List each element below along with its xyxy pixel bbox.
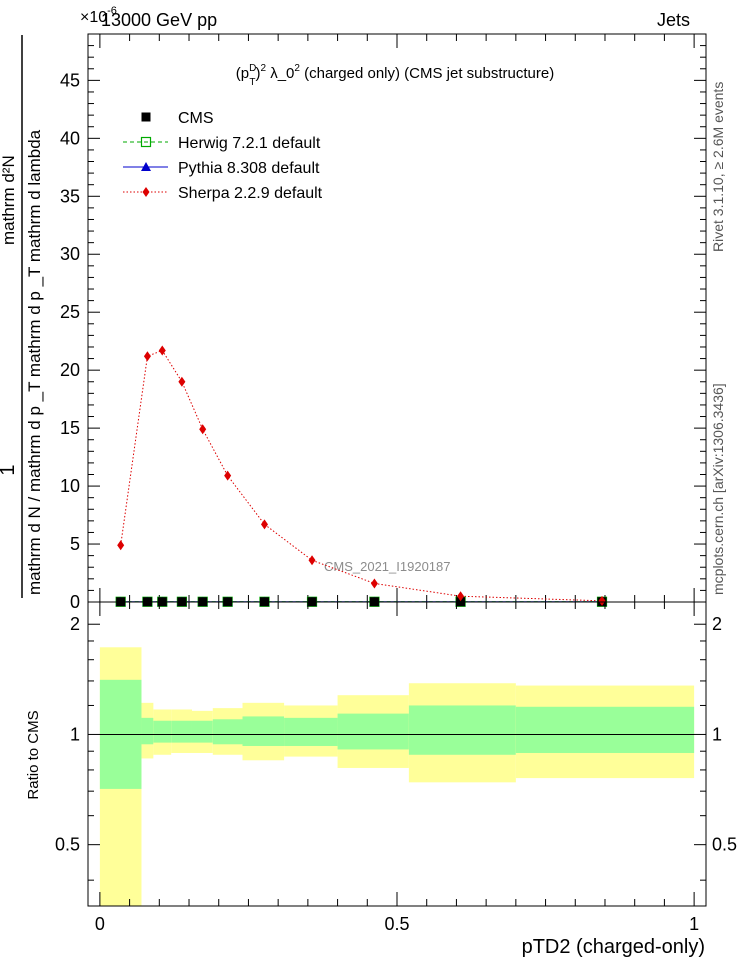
analysis-watermark: CMS_2021_I1920187 [324,559,451,574]
legend: CMS Herwig 7.2.1 default Pythia 8.308 defa… [123,110,323,202]
y-label-numerator: 1 [0,464,19,475]
ratio-band-inner [284,717,338,746]
ratio-band-inner [515,706,695,753]
ratio-y-tick-label-right: 1 [712,724,722,744]
y-label-denominator: mathrm d N / mathrm d p _T mathrm d p _T… [25,129,44,595]
category-label: Jets [657,10,690,30]
ratio-y-tick-label: 1 [70,724,80,744]
y-tick-label: 20 [60,360,80,380]
ratio-y-tick-label: 0.5 [55,835,80,855]
ratio-band-inner [242,716,285,746]
mcplots-label: mcplots.cern.ch [arXiv:1306.3436] [710,383,726,595]
ratio-y-tick-label-right: 0.5 [712,835,737,855]
ratio-band-inner [141,717,154,745]
x-tick-label: 0.5 [384,914,409,934]
x-tick-label: 1 [689,914,699,934]
y-tick-label: 0 [70,592,80,612]
ratio-y-tick-label-right: 2 [712,614,722,634]
y-tick-label: 45 [60,70,80,90]
y-tick-label: 5 [70,534,80,554]
ratio-band-inner [171,720,192,743]
main-panel: 0 5 10 15 20 25 30 35 40 45 (pD T)2 λ_02 (charged … [60,33,707,612]
legend-marker [142,187,150,197]
data-point [457,591,465,602]
ratio-band-inner [191,720,213,743]
data-point [117,540,125,551]
ratio-band-inner [408,705,516,755]
ratio-band-inner [337,713,409,750]
ratio-band-inner [153,720,172,743]
ratio-y-tick-label: 2 [70,614,80,634]
y-tick-label: 10 [60,476,80,496]
x-axis-label: pTD2 (charged-only) [522,936,705,958]
data-point [370,578,378,589]
y-tick-label: 30 [60,244,80,264]
rivet-label: Rivet 3.1.10, ≥ 2.6M events [710,82,726,252]
main-y-axis: 0 5 10 15 20 25 30 35 40 45 [60,45,706,612]
data-point [199,424,207,435]
data-point [224,470,232,481]
data-point [158,345,166,356]
legend-label: Herwig 7.2.1 default [178,135,321,152]
legend-label: CMS [178,110,214,127]
exponent-label: ×10-6 [80,5,117,26]
sherpa-line [120,349,603,602]
ratio-band-inner [212,719,243,745]
ratio-x-axis: 0 0.5 1 [95,602,699,934]
ratio-bands [99,647,695,906]
y-tick-label: 15 [60,418,80,438]
y-tick-label: 35 [60,186,80,206]
energy-label: 13000 GeV pp [101,10,217,30]
main-y-label: 1 mathrm d N / mathrm d p _T mathrm d p … [0,35,44,598]
ratio-y-label: Ratio to CMS [25,710,42,799]
legend-label: Sherpa 2.2.9 default [178,185,323,202]
y-tick-label: 40 [60,128,80,148]
main-x-axis [99,34,695,602]
data-point [308,555,316,566]
data-point [143,351,151,362]
legend-marker [141,162,151,171]
data-point [260,519,268,530]
legend-marker [140,136,152,148]
y-tick-label: 25 [60,302,80,322]
data-point [598,595,606,606]
x-tick-label: 0 [95,914,105,934]
legend-marker [141,112,151,122]
ratio-y-axis: 0.5 0.5 1 1 2 2 [55,614,737,881]
y-label-top: mathrm d²N [0,155,18,245]
data-point [178,376,186,387]
ratio-panel: 0.5 0.51 12 2 0 0.5 1 Ratio to CMS pTD2 (char… [25,601,737,958]
legend-label: Pythia 8.308 default [178,160,320,177]
plot-title: (pD T)2 λ_02 (charged only) (CMS jet subs… [236,63,554,88]
